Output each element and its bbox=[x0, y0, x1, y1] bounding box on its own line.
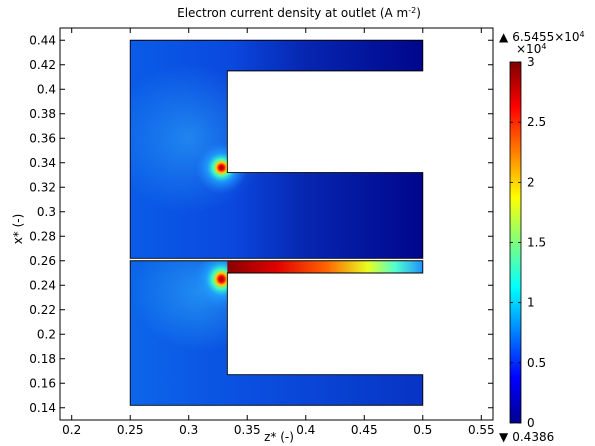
x-tick-label: 0.25 bbox=[117, 423, 144, 437]
colorbar-ticks: 0 0.5 1 1.5 2 2.5 3 bbox=[510, 55, 546, 430]
y-tick-label: 0.14 bbox=[29, 401, 56, 415]
x-tick-label: 0.3 bbox=[179, 423, 198, 437]
colorbar-multiplier: ×104 bbox=[516, 42, 546, 56]
x-tick-label: 0.55 bbox=[468, 423, 495, 437]
x-tick-label: 0.2 bbox=[62, 423, 81, 437]
y-axis-label: x* (-) bbox=[11, 214, 25, 245]
y-tick-label: 0.44 bbox=[29, 33, 56, 47]
y-tick-label: 0.24 bbox=[29, 278, 56, 292]
y-tick-label: 0.16 bbox=[29, 376, 56, 390]
colorbar-tick-label: 2 bbox=[527, 175, 535, 189]
hotspot-band bbox=[227, 260, 423, 273]
x-tick-label: 0.45 bbox=[351, 423, 378, 437]
y-tick-label: 0.22 bbox=[29, 303, 56, 317]
y-tick-label: 0.3 bbox=[37, 205, 56, 219]
y-tick-label: 0.28 bbox=[29, 229, 56, 243]
chart-title: Electron current density at outlet (A m-… bbox=[177, 6, 421, 20]
colorbar-tick-label: 3 bbox=[527, 55, 535, 69]
y-tick-label: 0.4 bbox=[37, 82, 56, 96]
y-tick-label: 0.2 bbox=[37, 327, 56, 341]
plot-frame bbox=[59, 27, 494, 421]
colorbar-tick-label: 1.5 bbox=[527, 236, 546, 250]
colorbar: 0 0.5 1 1.5 2 2.5 3 ×104 ▲ 6.5455×104 ▼ 0.4386 bbox=[499, 30, 585, 444]
y-tick-label: 0.38 bbox=[29, 107, 56, 121]
colorbar-tick-label: 1 bbox=[527, 296, 535, 310]
y-tick-label: 0.42 bbox=[29, 58, 56, 72]
colorbar-max-label: ▲ 6.5455×104 bbox=[499, 30, 585, 44]
y-tick-label: 0.18 bbox=[29, 352, 56, 366]
x-tick-label: 0.35 bbox=[234, 423, 261, 437]
heatmap-region-top bbox=[129, 39, 424, 259]
x-tick-label: 0.4 bbox=[296, 423, 315, 437]
y-tick-label: 0.36 bbox=[29, 131, 56, 145]
y-tick-label: 0.32 bbox=[29, 180, 56, 194]
colorbar-tick-label: 0 bbox=[527, 416, 535, 430]
y-tick-label: 0.26 bbox=[29, 254, 56, 268]
y-tick-label: 0.34 bbox=[29, 156, 56, 170]
colorbar-tick-label: 0.5 bbox=[527, 356, 546, 370]
x-tick-label: 0.5 bbox=[413, 423, 432, 437]
x-axis-ticks: 0.2 0.25 0.3 0.35 0.4 0.45 0.5 0.55 bbox=[62, 28, 495, 437]
y-axis-ticks: 0.14 0.16 0.18 0.2 0.22 0.24 0.26 0.28 0.3 0.32 0.… bbox=[29, 33, 493, 415]
x-axis-label: z* (-) bbox=[264, 430, 294, 444]
hotspot-top bbox=[195, 141, 248, 194]
colorbar-min-label: ▼ 0.4386 bbox=[499, 430, 554, 444]
colorbar-tick-label: 2.5 bbox=[527, 115, 546, 129]
